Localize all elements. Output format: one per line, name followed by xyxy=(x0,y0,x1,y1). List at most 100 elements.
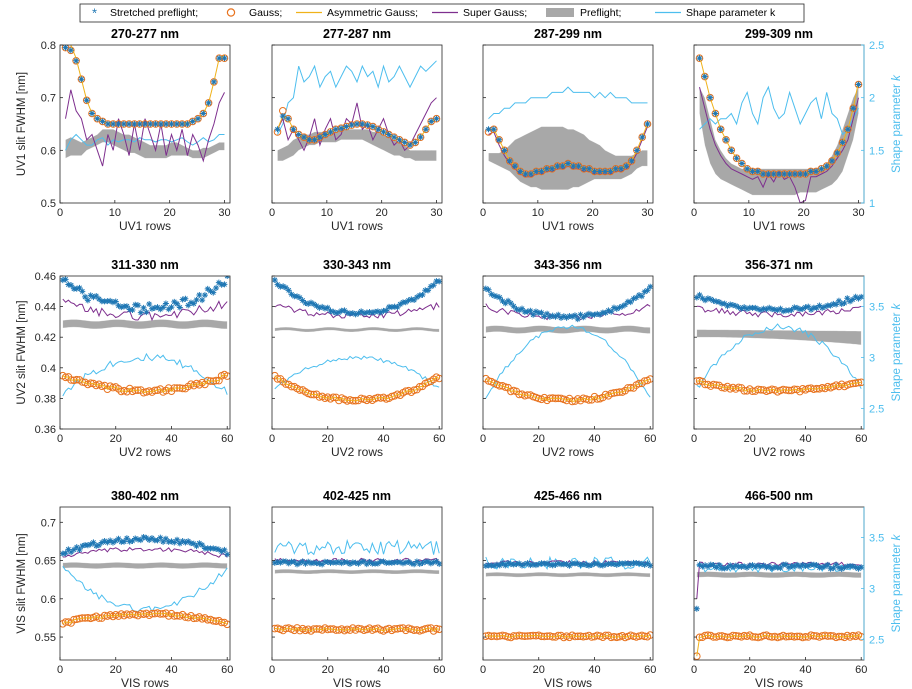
legend-label-shape: Shape parameter k xyxy=(686,7,776,19)
stretched-point xyxy=(502,562,509,569)
stretched-point xyxy=(818,165,825,172)
x-tick-label: 20 xyxy=(322,433,334,445)
stretched-point xyxy=(135,302,142,309)
stretched-point xyxy=(132,535,139,542)
stretched-point xyxy=(638,293,645,300)
gauss-point xyxy=(75,614,84,623)
stretched-point xyxy=(594,310,601,317)
stretched-point xyxy=(696,561,703,568)
stretched-point xyxy=(319,561,326,568)
gauss-point xyxy=(627,157,636,165)
stretched-point xyxy=(215,546,222,553)
stretched-point xyxy=(610,561,617,568)
stretched-point xyxy=(513,561,520,568)
axes-box xyxy=(59,506,231,661)
stretched-point xyxy=(123,535,130,542)
preflight-band xyxy=(65,129,225,159)
stretched-point xyxy=(157,121,164,127)
stretched-point xyxy=(541,313,548,320)
stretched-point xyxy=(727,301,734,308)
stretched-point xyxy=(802,171,809,178)
stretched-point xyxy=(302,300,309,307)
stretched-point xyxy=(699,563,706,570)
stretched-point xyxy=(87,292,94,299)
preflight-band xyxy=(274,326,440,333)
stretched-point xyxy=(416,292,423,299)
stretched-point xyxy=(741,563,748,570)
stretched-point xyxy=(774,307,781,314)
stretched-point xyxy=(821,303,828,310)
stretched-point xyxy=(696,291,703,298)
stretched-point xyxy=(126,538,133,545)
stretched-point xyxy=(338,125,345,132)
stretched-point xyxy=(607,168,614,175)
stretched-point xyxy=(524,308,531,315)
stretched-point xyxy=(412,139,419,146)
stretched-point xyxy=(210,289,217,296)
stretched-point xyxy=(168,121,175,127)
stretched-point xyxy=(79,542,86,549)
stretched-point xyxy=(436,278,442,285)
stretched-point xyxy=(605,307,612,314)
gauss-point xyxy=(638,133,647,141)
gauss-point xyxy=(846,380,854,388)
stretched-point xyxy=(360,558,367,565)
stretched-point xyxy=(316,560,323,567)
stretched-point xyxy=(385,131,392,138)
stretched-point xyxy=(363,309,370,316)
stretched-point xyxy=(82,293,89,300)
x-tick-label: 10 xyxy=(532,207,544,219)
stretched-point xyxy=(507,300,514,307)
stretched-point xyxy=(196,540,203,547)
y-axis-label: VIS slit FWHM [nm] xyxy=(16,533,28,633)
stretched-point xyxy=(355,310,362,317)
gauss-point xyxy=(711,109,720,118)
stretched-point xyxy=(321,305,328,312)
x-tick-label: 60 xyxy=(433,433,445,445)
stretched-point xyxy=(335,309,342,316)
stretched-point xyxy=(565,160,571,167)
axes-box xyxy=(482,506,654,661)
stretched-point xyxy=(224,551,230,558)
y-axis-label: UV2 slit FWHM [nm] xyxy=(16,300,28,404)
stretched-point xyxy=(721,565,728,572)
x-axis-label: UV2 rows xyxy=(542,445,594,459)
stretched-point xyxy=(327,128,334,135)
stretched-point xyxy=(112,298,119,305)
stretched-point xyxy=(516,560,523,567)
panel-0-0: 0 10 20 30 UV1 rows 0.5 0.6 0.7 0.8 UV1 slit FWHM… xyxy=(16,27,231,233)
stretched-point xyxy=(833,561,840,568)
right-axis-label: Shape parameter k xyxy=(891,74,903,173)
stretched-point xyxy=(147,121,154,127)
stretched-point xyxy=(417,134,424,141)
stretched-point xyxy=(291,558,298,565)
stretched-point xyxy=(749,562,756,569)
stretched-point xyxy=(724,564,731,571)
stretched-point xyxy=(757,307,764,314)
x-tick-label: 30 xyxy=(430,207,442,219)
stretched-point xyxy=(179,121,186,127)
gauss-point xyxy=(734,383,743,392)
stretched-point xyxy=(195,115,202,122)
stretched-point xyxy=(602,168,609,175)
stretched-point xyxy=(377,309,384,316)
stretched-point xyxy=(636,560,643,567)
stretched-point xyxy=(493,561,500,568)
stretched-point xyxy=(733,155,740,162)
plot-area xyxy=(60,533,230,629)
stretched-point xyxy=(140,533,147,540)
stretched-point xyxy=(770,171,777,178)
gauss-point xyxy=(704,631,712,640)
x-axis-label: VIS rows xyxy=(755,676,803,689)
stretched-point xyxy=(644,560,651,567)
stretched-point xyxy=(411,561,418,568)
panel-0-2: 0 10 20 30 UV1 rows 287-299 nm xyxy=(480,27,654,233)
legend-label-super: Super Gauss; xyxy=(463,7,527,19)
stretched-point xyxy=(330,308,337,315)
stretched-point xyxy=(763,564,770,571)
stretched-point xyxy=(129,537,136,544)
stretched-point xyxy=(399,560,406,567)
stretched-point xyxy=(93,542,100,549)
stretched-point xyxy=(294,293,301,300)
stretched-point xyxy=(428,118,435,125)
